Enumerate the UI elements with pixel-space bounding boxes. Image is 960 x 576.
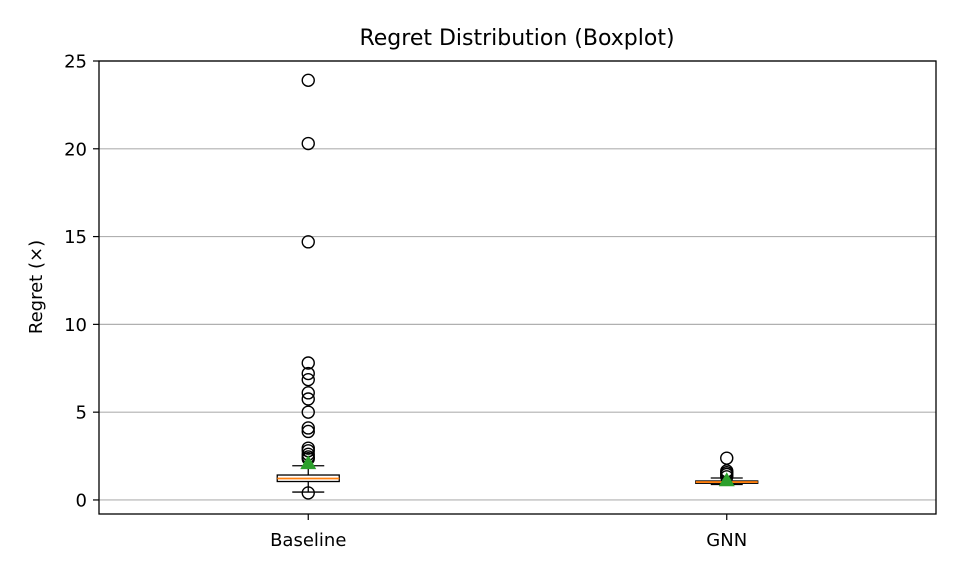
outlier-point <box>301 392 315 406</box>
outlier-point <box>301 136 315 151</box>
plot-frame <box>98 60 937 515</box>
outlier-point <box>301 356 315 370</box>
x-tick-label: GNN <box>706 530 747 551</box>
y-axis: 0 5 10 15 20 25 <box>64 52 99 511</box>
outlier-point <box>301 235 315 249</box>
outlier-point <box>720 451 734 465</box>
outlier-point <box>301 372 315 387</box>
outlier-point <box>301 441 315 455</box>
outlier-point <box>301 421 315 435</box>
box-group <box>276 73 340 500</box>
chart-title: Regret Distribution (Boxplot) <box>359 26 674 51</box>
outlier-point <box>301 424 315 439</box>
x-axis: Baseline GNN <box>270 514 747 551</box>
y-tick-label: 10 <box>64 315 87 336</box>
outlier-point <box>301 386 315 400</box>
y-tick-label: 15 <box>64 227 87 248</box>
box-group <box>695 451 759 487</box>
mean-marker <box>718 472 735 487</box>
y-axis-label: Regret (×) <box>26 240 47 334</box>
mean-marker <box>300 455 317 470</box>
y-tick-label: 0 <box>76 490 87 511</box>
outlier-point <box>301 366 315 381</box>
boxes <box>276 73 759 500</box>
grid-lines <box>99 60 936 501</box>
y-tick-label: 5 <box>76 403 87 424</box>
outlier-point <box>301 405 315 419</box>
y-tick-label: 20 <box>64 139 87 160</box>
outlier-point <box>301 73 315 88</box>
y-tick-label: 25 <box>64 52 87 73</box>
x-tick-label: Baseline <box>270 530 346 551</box>
outlier-point <box>301 486 315 500</box>
